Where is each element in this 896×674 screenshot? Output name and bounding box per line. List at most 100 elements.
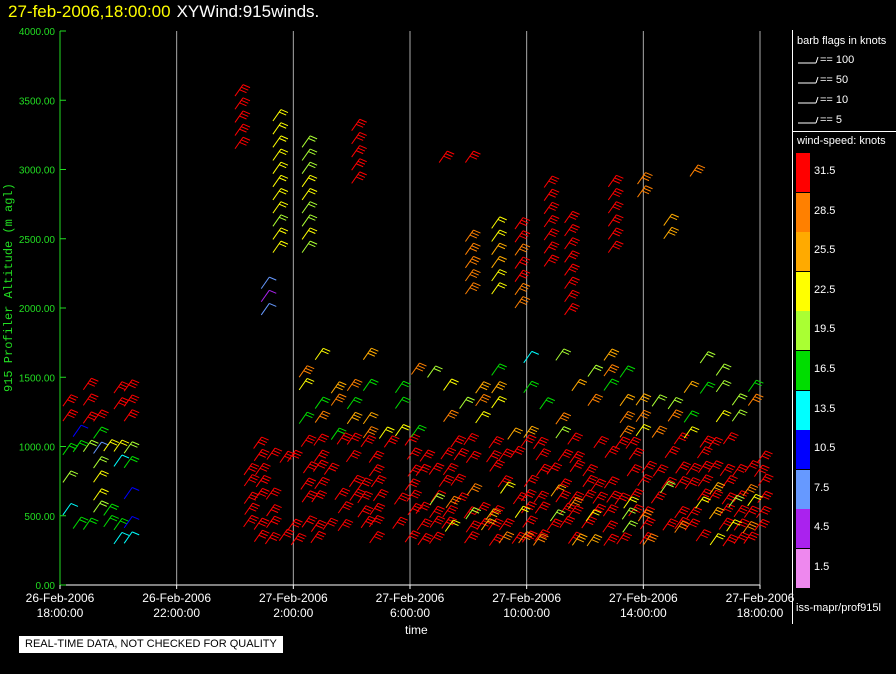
scale-swatch [796,549,810,588]
wind-barb [349,488,366,501]
wind-barb [113,454,130,467]
wind-barb [709,533,726,546]
wind-barb [272,161,289,174]
wind-barb [123,531,140,544]
wind-barb [463,432,480,446]
wind-barb [744,460,761,473]
wind-barb [582,474,599,488]
wind-barb [300,477,317,490]
wind-barb [742,521,759,534]
wind-barb [564,289,580,303]
wind-barb [480,518,497,531]
y-tick-label: 500.00 [24,512,55,523]
wind-barb [93,426,109,439]
wind-barb [564,224,580,237]
wind-barb [346,411,363,425]
wind-barb [684,477,701,490]
wind-barb [628,488,644,501]
wind-barb [497,475,514,488]
wind-barb [266,504,282,517]
wind-barb [614,436,631,449]
wind-barb [314,476,330,490]
wind-barb [663,226,679,240]
wind-barb [272,122,289,135]
x-tick-date: 27-Feb-2006 [492,591,561,605]
scale-swatch [796,192,810,232]
wind-barb [559,502,575,516]
wind-barb [616,532,632,545]
wind-barb [395,396,411,409]
wind-barb [709,482,726,495]
wind-barb [603,364,620,377]
wind-barb [357,505,374,518]
wind-barb [346,432,363,445]
wind-barb [310,530,327,544]
scale-label: 16.5 [814,363,836,375]
wind-barb [757,473,774,486]
wind-barb [549,509,566,522]
wind-barb [604,445,621,458]
wind-barb [651,425,668,438]
wind-barb [453,447,470,461]
wind-barb [357,477,373,490]
wind-barb [62,394,79,407]
wind-barb [234,110,251,123]
wind-barb [607,240,624,253]
wind-barb [567,496,584,510]
wind-barb [555,426,572,439]
wind-barb [351,131,367,145]
wind-barb [707,436,724,450]
wind-barb [450,473,467,486]
wind-barb [82,377,99,391]
wind-barb [427,365,443,378]
wind-barb [419,449,436,462]
wind-barb [582,464,599,477]
wind-barb [278,528,295,541]
wind-barb [719,503,736,516]
wind-barb [607,174,624,188]
wind-barb [123,409,140,422]
wind-barb [362,426,379,439]
wind-barb [123,487,140,500]
wind-barb [253,487,270,501]
wind-barb [336,432,353,445]
wind-barb [489,505,505,518]
x-tick-date: 27-Feb-2006 [726,591,795,605]
flag-legend-item: == 50 [798,74,848,86]
wind-barb [368,464,385,477]
wind-barb [590,478,607,491]
wind-barb [586,534,603,547]
wind-barb [733,531,750,545]
wind-barb [651,394,668,407]
wind-barb [301,161,318,174]
wind-barb [555,490,572,503]
wind-barb [266,515,282,528]
wind-barb [368,514,385,528]
wind-barb [684,518,701,531]
scale-label: 1.5 [814,561,830,573]
wind-barb [533,490,550,503]
wind-barb [272,109,289,122]
wind-barb [416,518,433,531]
wind-barb [373,489,389,502]
wind-barb [287,449,303,462]
flag-legend-item: == 5 [798,114,842,126]
wind-barb [383,435,400,448]
wind-barb [675,461,691,474]
wind-barb [709,506,725,520]
wind-barb [718,517,735,530]
wind-barb [266,447,283,460]
wind-barb [489,459,505,472]
scale-swatch [796,153,810,192]
wind-barb [514,217,531,230]
wind-barb [726,519,742,532]
wind-barb [642,533,659,546]
wind-barb [637,473,653,487]
quality-notice: REAL-TIME DATA, NOT CHECKED FOR QUALITY [19,636,283,653]
wind-barb [500,481,516,494]
scale-swatch [796,469,810,509]
wind-barb [272,214,289,227]
wind-barb [272,148,289,161]
wind-barb [557,449,574,462]
wind-barb [514,243,531,256]
